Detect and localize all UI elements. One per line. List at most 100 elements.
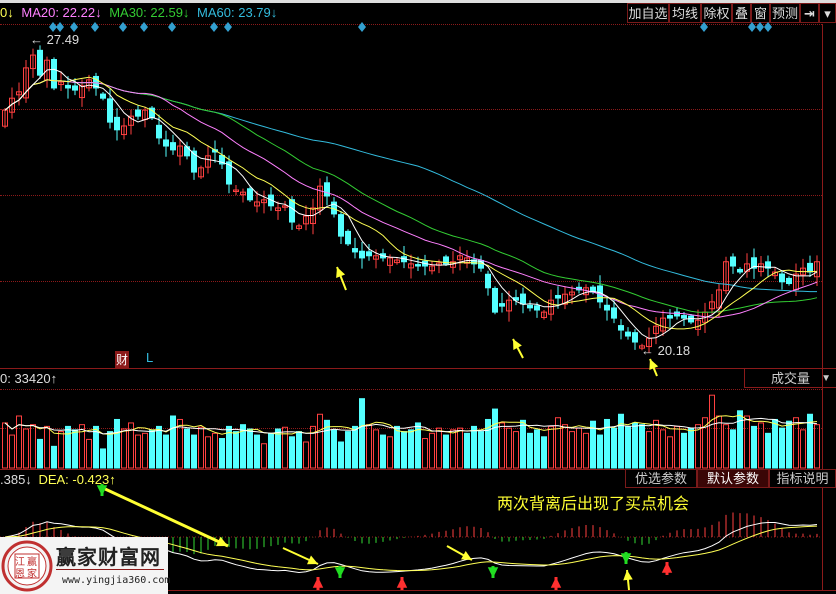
volume-bar	[240, 424, 246, 469]
candle-down	[786, 277, 792, 285]
volume-bar	[114, 418, 120, 469]
volume-bar	[65, 425, 71, 469]
volume-bar	[296, 431, 302, 469]
volume-bar	[597, 434, 603, 469]
volume-bar	[345, 431, 351, 469]
candle-up	[317, 185, 323, 211]
event-marker-icon	[700, 22, 708, 32]
event-marker-icon	[49, 22, 57, 32]
candle-down	[443, 256, 449, 265]
candle-down	[338, 214, 344, 237]
yellow-arrow-icon-head	[461, 550, 472, 560]
volume-bar	[135, 434, 141, 469]
finance-badge[interactable]: 财	[115, 351, 130, 368]
candle-up	[23, 67, 29, 99]
volume-bar	[219, 438, 225, 469]
volume-bar	[415, 422, 421, 469]
candle-up	[177, 145, 183, 157]
add-watchlist-button[interactable]: 加自选	[627, 3, 669, 23]
yellow-arrow-icon-head	[649, 359, 659, 370]
candle-down	[737, 268, 743, 273]
logo-char: 赢	[27, 555, 37, 568]
volume-bar	[744, 415, 750, 469]
volume-bar	[394, 425, 400, 469]
divergence-annotation: 两次背离后出现了买点机会	[497, 496, 690, 513]
grid-line	[0, 109, 822, 110]
volume-bar	[429, 432, 435, 469]
candle-up	[79, 85, 85, 99]
candle-down	[226, 161, 232, 185]
candle-down	[604, 304, 610, 311]
candle-up	[541, 311, 547, 318]
candle-up	[569, 291, 575, 296]
yellow-arrow-icon-head	[216, 536, 228, 547]
volume-bar	[772, 418, 778, 469]
volume-bar	[422, 438, 428, 469]
volume-bar	[9, 434, 15, 469]
volume-bar	[107, 431, 113, 469]
volume-bar	[72, 429, 78, 469]
volume-bar	[632, 422, 638, 469]
candle-down	[527, 304, 533, 309]
volume-bar	[541, 436, 547, 469]
candle-up	[233, 189, 239, 193]
candle-down	[170, 142, 176, 151]
candle-up	[373, 255, 379, 260]
jump-to-end-icon[interactable]: ⇥	[800, 3, 819, 23]
candle-down	[674, 311, 680, 317]
candle-down	[107, 98, 113, 123]
volume-bar	[387, 436, 393, 469]
volume-bar	[163, 434, 169, 469]
candle-up	[394, 259, 400, 264]
moving-average-button[interactable]: 均线	[669, 3, 701, 23]
l-badge[interactable]: L	[146, 350, 154, 365]
volume-bar	[170, 415, 176, 469]
candle-down	[667, 315, 673, 319]
ma-legend: 0↓ MA20: 22.22↓ MA30: 22.59↓ MA60: 23.79…	[0, 5, 281, 20]
volume-bar	[730, 429, 736, 469]
candle-down	[555, 294, 561, 299]
volume-bar	[44, 425, 50, 469]
overlay-button[interactable]: 叠	[732, 3, 751, 23]
volume-bar	[275, 428, 281, 469]
volume-bar	[807, 413, 813, 469]
candle-down	[156, 124, 162, 139]
volume-bar	[58, 431, 64, 469]
candle-up	[457, 255, 463, 261]
candle-up	[429, 265, 435, 272]
volume-bar	[233, 431, 239, 469]
ex-rights-button[interactable]: 除权	[701, 3, 732, 23]
candle-down	[807, 262, 813, 273]
candle-up	[660, 317, 666, 332]
candle-up	[387, 257, 393, 266]
volume-bar	[576, 427, 582, 469]
candle-down	[65, 84, 71, 89]
ma20-value: MA20: 22.22↓	[21, 5, 102, 20]
forecast-button[interactable]: 预测	[770, 3, 800, 23]
indicator-select[interactable]: 成交量 ▼	[744, 369, 836, 388]
watermark-logo: 江 赢 恩 家	[1, 540, 53, 592]
volume-bar	[324, 419, 330, 469]
event-marker-icon	[119, 22, 127, 32]
candle-down	[632, 332, 638, 343]
window-button[interactable]: 窗	[751, 3, 770, 23]
candle-down	[37, 49, 43, 76]
event-marker-icon	[764, 22, 772, 32]
candle-down	[765, 261, 771, 269]
default-params-button[interactable]: 默认参数	[697, 469, 769, 488]
volume-bar	[30, 424, 36, 469]
volume-bar	[702, 417, 708, 469]
volume-bar	[23, 428, 29, 469]
candle-up	[205, 155, 211, 168]
volume-bar	[688, 427, 694, 469]
grid-line	[0, 195, 822, 196]
volume-bar	[331, 429, 337, 469]
volume-bar	[177, 418, 183, 469]
low-price-value: 20.18	[657, 343, 691, 358]
preferred-params-button[interactable]: 优选参数	[625, 469, 697, 488]
yellow-arrow-icon-head	[307, 555, 318, 565]
candle-up	[282, 205, 288, 208]
candle-down	[51, 59, 57, 89]
candle-up	[275, 207, 281, 212]
